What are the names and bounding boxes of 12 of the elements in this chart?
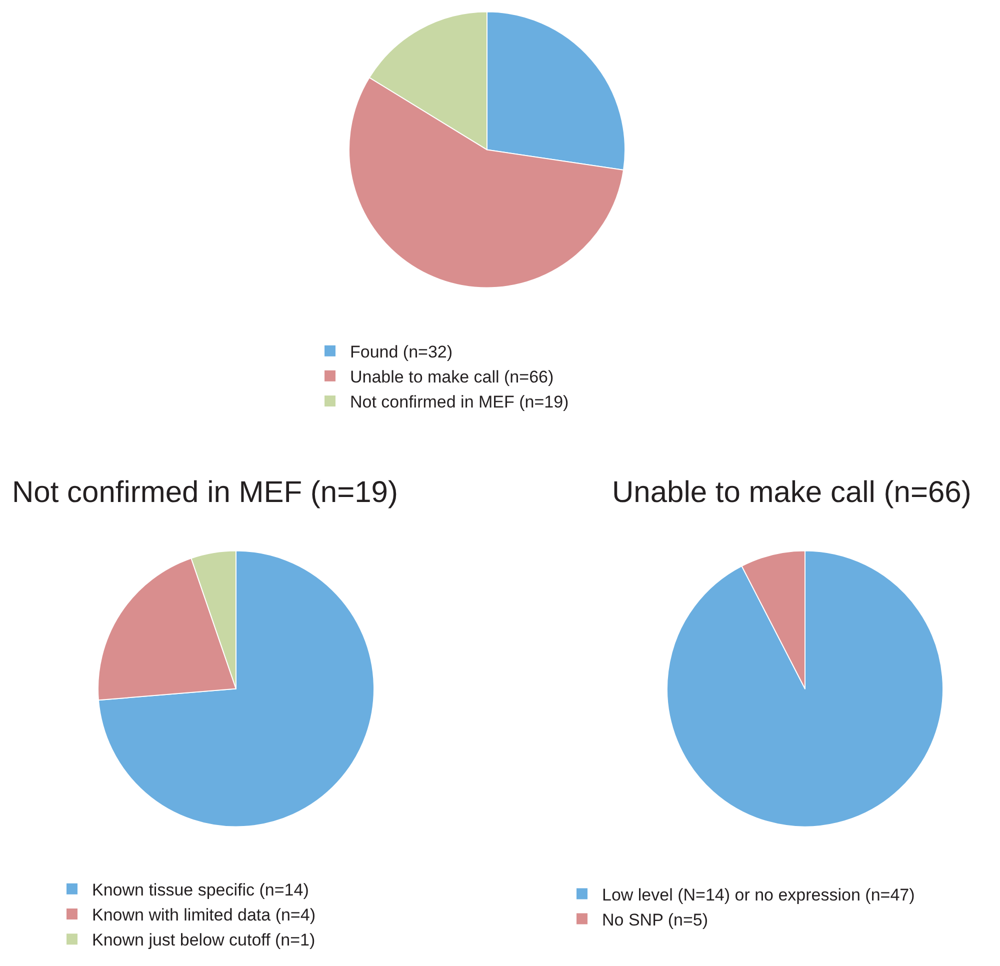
legend-label: Known tissue specific (n=14) bbox=[92, 880, 309, 900]
legend-label: Unable to make call (n=66) bbox=[350, 368, 554, 387]
pie-slice bbox=[98, 550, 374, 828]
chart-title: Not confirmed in MEF (n=19) bbox=[12, 476, 398, 509]
chart-title: Unable to make call (n=66) bbox=[612, 476, 972, 509]
legend-label: No SNP (n=5) bbox=[602, 910, 708, 930]
legend-label: Known just below cutoff (n=1) bbox=[92, 930, 316, 950]
legend-label: Low level (N=14) or no expression (n=47) bbox=[602, 885, 915, 904]
legend-label: Not confirmed in MEF (n=19) bbox=[350, 392, 569, 412]
legend-label: Found (n=32) bbox=[350, 342, 453, 362]
pie-slice bbox=[666, 550, 944, 828]
legend-label: Known with limited data (n=4) bbox=[92, 906, 316, 925]
